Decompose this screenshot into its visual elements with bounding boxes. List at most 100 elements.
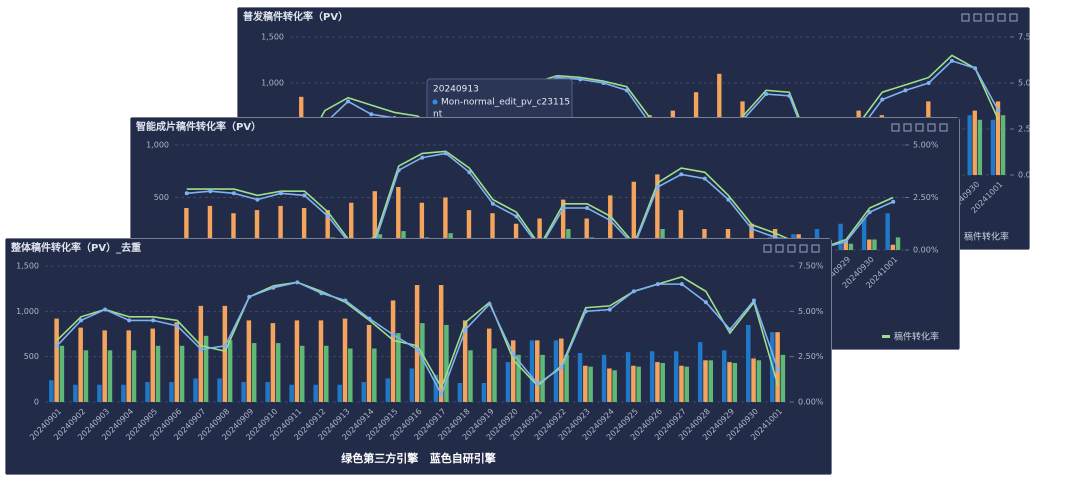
line-point: [996, 108, 1001, 113]
line-point: [79, 318, 84, 323]
line-point: [326, 214, 331, 219]
toolbar-icon: [927, 123, 936, 132]
bar: [313, 384, 318, 402]
bar: [438, 285, 444, 402]
line-point: [175, 323, 180, 328]
bar: [540, 354, 545, 402]
line-point: [439, 392, 444, 397]
bar: [349, 202, 354, 250]
toolbar-icon: [997, 13, 1006, 22]
bar: [1000, 115, 1006, 175]
bar: [510, 340, 516, 402]
toolbar-icon: [811, 244, 820, 253]
bar: [537, 218, 542, 250]
toolbar-icon: [973, 13, 982, 22]
y2-tick-label: 2.50%: [913, 193, 939, 202]
line-point: [655, 282, 660, 287]
tooltip-line: Mon-normal_edit_pv_c23115: [441, 98, 570, 108]
bar: [492, 348, 497, 402]
line-point: [891, 199, 896, 204]
bar: [838, 223, 843, 250]
toolbar-icon: [939, 123, 948, 132]
bar: [73, 384, 78, 402]
y-tick-label: 1,000: [16, 307, 39, 316]
line-point: [391, 332, 396, 337]
line-point: [490, 201, 495, 206]
line-point: [463, 327, 468, 332]
bar: [559, 338, 564, 402]
line-point: [559, 365, 564, 370]
bar: [977, 119, 983, 175]
line-point: [151, 318, 156, 323]
bar: [131, 350, 137, 402]
toolbar-icon: [891, 123, 900, 132]
bar: [990, 119, 996, 175]
bar: [727, 362, 732, 402]
bar: [246, 320, 252, 402]
bar: [679, 365, 684, 402]
bar: [505, 362, 511, 402]
y-tick-label: 1,000: [261, 79, 284, 88]
bar: [366, 324, 372, 402]
chart-panel: 整体稿件转化率（PV）_去重 0 500 1,000 1,500 0.00% 2.50% 5.…: [5, 238, 832, 475]
legend-text: 稿件转化率: [964, 231, 1009, 243]
line-point: [583, 309, 588, 314]
bar: [265, 382, 270, 402]
bar: [577, 353, 583, 402]
bar: [995, 101, 1001, 175]
bar: [486, 328, 492, 402]
bar: [885, 213, 890, 250]
bar: [583, 365, 588, 402]
toolbar-icon: [763, 244, 772, 253]
line-point: [631, 289, 636, 294]
line-point: [679, 282, 684, 287]
bar: [443, 197, 448, 250]
bar: [584, 218, 589, 250]
bar: [466, 210, 472, 250]
bar: [390, 300, 396, 402]
toolbar-icon: [775, 244, 784, 253]
bar: [49, 380, 54, 402]
line-point: [511, 352, 516, 357]
bar: [660, 363, 665, 402]
line-point: [535, 381, 540, 386]
toolbar-icon: [1009, 13, 1018, 22]
bar: [481, 382, 487, 402]
y2-tick-label: 0.00%: [1018, 171, 1044, 180]
line-point: [764, 92, 769, 97]
bar: [972, 110, 977, 175]
line-point: [561, 206, 566, 210]
bar: [419, 202, 425, 250]
line-point: [369, 112, 374, 117]
y2-tick-label: 7.50%: [798, 262, 824, 271]
bar: [867, 239, 872, 250]
bar: [490, 213, 495, 250]
bar: [78, 327, 83, 402]
line-point: [655, 185, 660, 189]
bar: [83, 350, 89, 402]
bar: [251, 343, 257, 402]
bar: [967, 115, 972, 175]
bar: [625, 352, 631, 402]
y-tick-label: 1,000: [146, 141, 169, 150]
bar: [673, 351, 679, 402]
bar: [318, 320, 324, 402]
bar: [203, 335, 209, 402]
bar: [895, 237, 901, 250]
bar: [361, 382, 366, 402]
bar: [301, 208, 307, 250]
bar: [294, 320, 300, 402]
bar: [324, 345, 329, 402]
tooltip-marker: [432, 99, 438, 105]
bar: [198, 305, 204, 402]
bar: [872, 239, 877, 250]
line-point: [749, 227, 754, 231]
y2-tick-label: 5.00%: [1018, 79, 1044, 88]
line-point: [727, 327, 732, 332]
legend-text: 稿件转化率: [894, 331, 939, 343]
line-point: [926, 81, 931, 85]
line-point: [295, 280, 300, 285]
bar: [636, 366, 641, 402]
bar: [102, 330, 107, 402]
bar: [342, 318, 348, 402]
